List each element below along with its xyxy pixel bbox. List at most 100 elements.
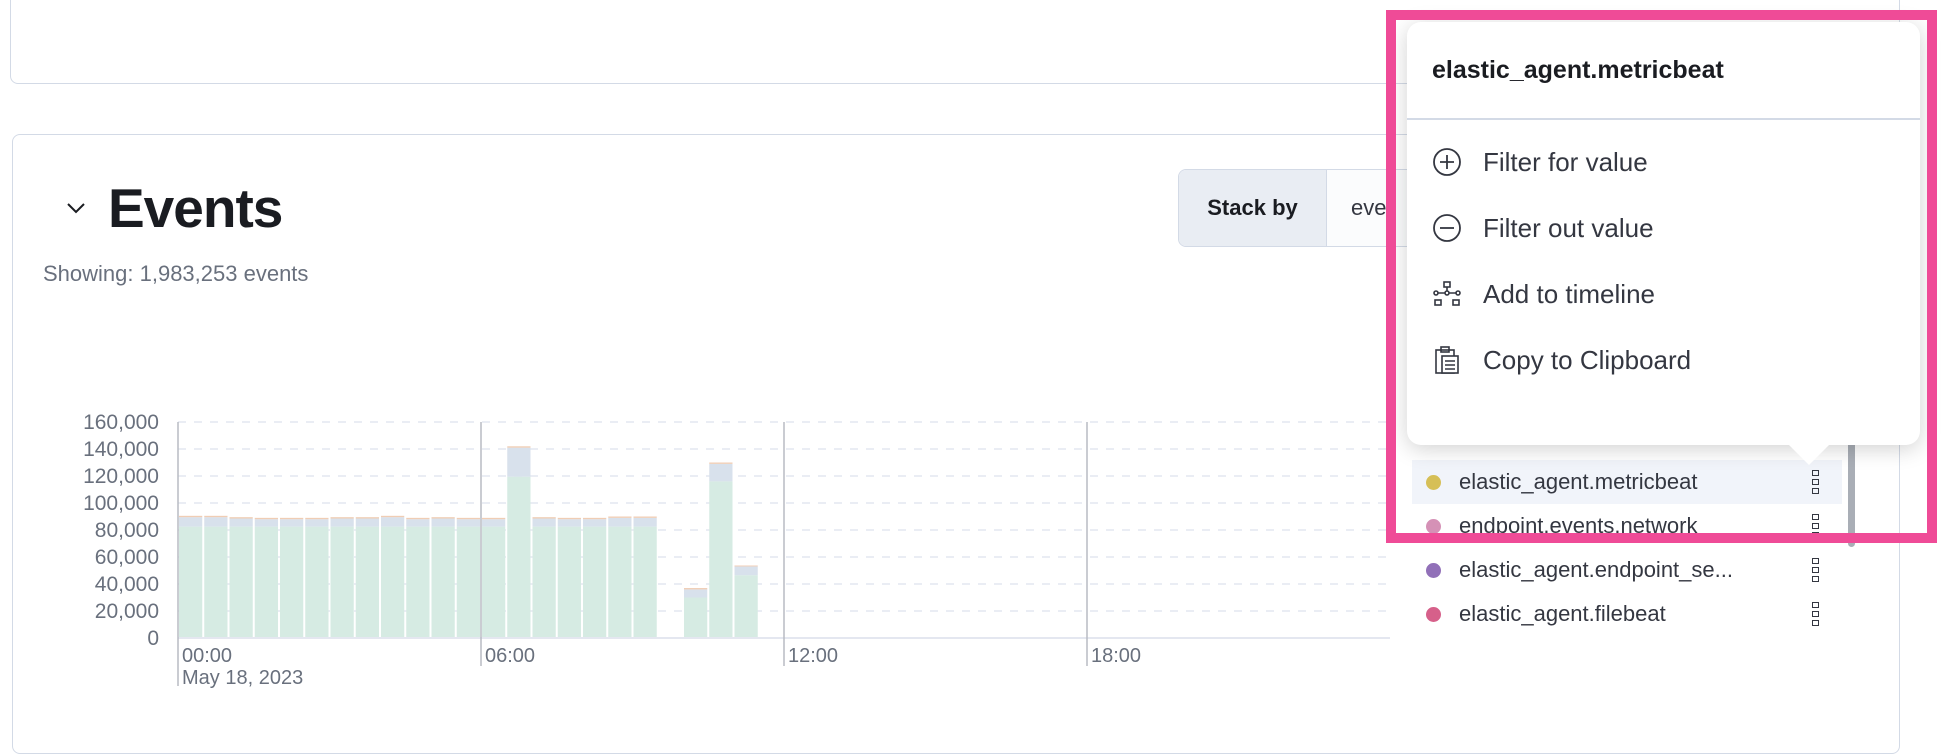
bar-segment	[229, 526, 253, 638]
y-tick-label: 20,000	[95, 600, 159, 623]
bar-segment	[431, 517, 455, 519]
filter-for-value-label: Filter for value	[1483, 146, 1648, 177]
bar-segment	[507, 476, 531, 638]
bar-segment	[330, 517, 354, 519]
bar-segment	[204, 515, 228, 518]
x-date-label: May 18, 2023	[182, 667, 303, 689]
bar-segment	[305, 517, 329, 520]
bar-segment	[684, 588, 708, 590]
bar-segment	[482, 517, 506, 520]
popover-title: elastic_agent.metricbeat	[1432, 56, 1724, 84]
bar-segment	[633, 517, 657, 527]
y-tick-label: 120,000	[83, 465, 159, 488]
legend-scrollbar[interactable]	[1848, 435, 1855, 547]
legend-color-dot	[1426, 518, 1441, 534]
add-to-timeline-item[interactable]: Add to timeline	[1407, 264, 1920, 324]
filter-out-value-label: Filter out value	[1483, 212, 1654, 243]
bar-segment	[280, 526, 304, 638]
timeline-icon	[1433, 281, 1461, 306]
copy-to-clipboard-label: Copy to Clipboard	[1483, 344, 1692, 375]
bar-segment	[583, 526, 607, 638]
bar-segment	[381, 526, 405, 638]
bar-segment	[179, 517, 203, 527]
bar-segment	[381, 517, 405, 527]
legend-action-popover: elastic_agent.metricbeat Filter for valu…	[1407, 22, 1920, 465]
bar-segment	[709, 462, 733, 464]
bar-segment	[633, 516, 657, 518]
bar-segment	[179, 526, 203, 638]
bar-segment	[507, 447, 531, 477]
bar-segment	[431, 518, 455, 527]
bar-segment	[532, 517, 556, 519]
bar-segment	[254, 526, 278, 638]
popover-divider	[1407, 118, 1920, 120]
bar-segment	[431, 526, 455, 638]
legend-item[interactable]: elastic_agent.filebeat	[1412, 592, 1842, 636]
chevron-down-icon[interactable]	[64, 196, 88, 220]
legend-color-dot	[1426, 606, 1441, 622]
add-to-timeline-label: Add to timeline	[1483, 278, 1655, 309]
bar-segment	[280, 517, 304, 520]
legend-actions-icon[interactable]	[1812, 470, 1820, 494]
y-tick-label: 160,000	[83, 411, 159, 434]
stack-by-label: Stack by	[1179, 170, 1327, 246]
bar-segment	[557, 526, 581, 638]
bar-segment	[557, 519, 581, 527]
bar-segment	[583, 517, 607, 520]
bar-segment	[229, 517, 253, 519]
bar-segment	[608, 526, 632, 638]
bar-segment	[583, 519, 607, 527]
page-title: Events	[108, 177, 283, 239]
y-tick-label: 40,000	[95, 573, 159, 596]
x-tick-label: 06:00	[485, 645, 535, 667]
bar-segment	[633, 526, 657, 638]
x-tick-label: 18:00	[1091, 645, 1141, 667]
bar-segment	[684, 589, 708, 598]
bar-segment	[254, 517, 278, 520]
popover-arrow	[1787, 443, 1831, 465]
bar-segment	[456, 517, 480, 520]
bar-segment	[330, 518, 354, 527]
bar-segment	[406, 526, 430, 638]
plus-circle-icon	[1433, 148, 1461, 176]
legend-actions-icon[interactable]	[1812, 602, 1820, 626]
bar-segment	[456, 526, 480, 638]
bar-segment	[507, 446, 531, 448]
legend-color-dot	[1426, 562, 1441, 578]
bar-segment	[406, 517, 430, 520]
bar-segment	[734, 565, 758, 567]
events-count: Showing: 1,983,253 events	[43, 261, 309, 286]
bar-segment	[330, 526, 354, 638]
filter-for-value-item[interactable]: Filter for value	[1407, 132, 1920, 192]
y-tick-label: 100,000	[83, 492, 159, 515]
x-tick-label: 00:00	[182, 645, 232, 667]
bar-segment	[608, 517, 632, 527]
bar-segment	[532, 518, 556, 527]
legend-label: elastic_agent.metricbeat	[1459, 469, 1698, 494]
bar-segment	[355, 518, 379, 527]
bar-segment	[532, 526, 556, 638]
bar-segment	[608, 516, 632, 518]
bar-segment	[482, 519, 506, 527]
legend-actions-icon[interactable]	[1812, 558, 1820, 582]
filter-out-value-item[interactable]: Filter out value	[1407, 198, 1920, 258]
legend-item[interactable]: elastic_agent.endpoint_se...	[1412, 548, 1842, 592]
bar-segment	[709, 463, 733, 482]
y-tick-label: 60,000	[95, 546, 159, 569]
minus-circle-icon	[1433, 214, 1461, 242]
y-tick-label: 140,000	[83, 438, 159, 461]
bar-segment	[204, 526, 228, 638]
legend-label: elastic_agent.endpoint_se...	[1459, 557, 1733, 582]
bar-segment	[406, 519, 430, 527]
copy-to-clipboard-item[interactable]: Copy to Clipboard	[1407, 330, 1920, 390]
events-histogram: 0 20,000 40,000 60,000 80,000 100,000 120,000 1…	[83, 411, 1390, 689]
bar-segment	[355, 526, 379, 638]
legend-item[interactable]: elastic_agent.metricbeat	[1412, 460, 1842, 504]
bar-segment	[381, 515, 405, 518]
legend-label: elastic_agent.filebeat	[1459, 601, 1666, 626]
annotation-highlight-box	[1386, 10, 1937, 543]
bar-segment	[355, 517, 379, 519]
stack-by-value[interactable]: eve	[1351, 195, 1387, 220]
bar-segment	[280, 519, 304, 527]
bar-segment	[305, 519, 329, 527]
